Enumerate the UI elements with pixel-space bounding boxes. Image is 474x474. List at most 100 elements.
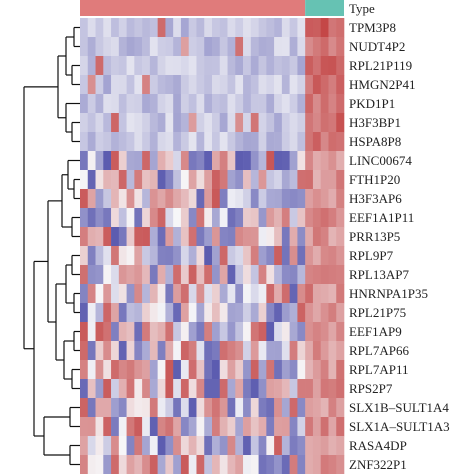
annotation-label: Type xyxy=(349,1,375,16)
heatmap-cell xyxy=(266,436,275,456)
heatmap-cell xyxy=(289,322,298,342)
heatmap-cell xyxy=(173,151,182,171)
heatmap-cell xyxy=(87,189,96,209)
heatmap-cell xyxy=(312,56,321,76)
heatmap-cell xyxy=(196,151,205,171)
heatmap-cell xyxy=(227,75,236,95)
heatmap-cell xyxy=(142,455,151,474)
heatmap-cell xyxy=(266,322,275,342)
heatmap-cell xyxy=(243,246,252,266)
heatmap-cell xyxy=(212,189,221,209)
heatmap-cell xyxy=(328,170,337,190)
heatmap-cells xyxy=(80,18,345,474)
heatmap-cell xyxy=(281,322,290,342)
heatmap-cell xyxy=(266,246,275,266)
heatmap-cell xyxy=(188,322,197,342)
heatmap-cell xyxy=(212,417,221,437)
heatmap-cell xyxy=(126,18,135,38)
heatmap-cell xyxy=(305,94,314,114)
heatmap-cell xyxy=(196,208,205,228)
heatmap-cell xyxy=(149,379,158,399)
heatmap-cell xyxy=(227,455,236,474)
row-label: RPS2P7 xyxy=(349,381,393,396)
heatmap-cell xyxy=(212,208,221,228)
heatmap-cell xyxy=(165,455,174,474)
heatmap-cell xyxy=(328,360,337,380)
heatmap-cell xyxy=(320,132,329,152)
heatmap-cell xyxy=(336,75,345,95)
heatmap-cell xyxy=(305,322,314,342)
heatmap-cell xyxy=(118,398,127,418)
heatmap-cell xyxy=(328,18,337,38)
heatmap-cell xyxy=(188,341,197,361)
heatmap-cell xyxy=(320,208,329,228)
heatmap-cell xyxy=(111,189,120,209)
heatmap-cell xyxy=(173,132,182,152)
row-label: EEF1AP9 xyxy=(349,324,402,339)
heatmap-cell xyxy=(173,18,182,38)
heatmap-cell xyxy=(289,151,298,171)
row-label: FTH1P20 xyxy=(349,172,400,187)
heatmap-cell xyxy=(126,341,135,361)
heatmap-cell xyxy=(142,379,151,399)
heatmap-cell xyxy=(297,436,306,456)
heatmap-cell xyxy=(250,151,259,171)
heatmap-cell xyxy=(312,398,321,418)
heatmap-cell xyxy=(212,436,221,456)
heatmap-cell xyxy=(227,284,236,304)
heatmap-cell xyxy=(126,75,135,95)
heatmap-cell xyxy=(266,170,275,190)
heatmap-cell xyxy=(204,132,213,152)
heatmap-cell xyxy=(297,151,306,171)
heatmap-cell xyxy=(274,113,283,133)
heatmap-cell xyxy=(118,75,127,95)
heatmap-cell xyxy=(196,132,205,152)
heatmap-cell xyxy=(274,360,283,380)
heatmap-cell xyxy=(134,341,143,361)
heatmap-cell xyxy=(289,284,298,304)
heatmap-cell xyxy=(95,455,104,474)
heatmap-cell xyxy=(258,246,267,266)
heatmap-cell xyxy=(328,398,337,418)
heatmap-cell xyxy=(227,379,236,399)
heatmap-cell xyxy=(134,284,143,304)
heatmap-cell xyxy=(336,246,345,266)
row-label: RPL21P119 xyxy=(349,58,412,73)
heatmap-cell xyxy=(196,189,205,209)
heatmap-cell xyxy=(328,227,337,247)
heatmap-cell xyxy=(188,246,197,266)
heatmap-cell xyxy=(103,265,112,285)
heatmap-cell xyxy=(180,56,189,76)
heatmap-cell xyxy=(157,227,166,247)
heatmap-cell xyxy=(281,94,290,114)
heatmap-cell xyxy=(142,37,151,57)
heatmap-cell xyxy=(173,436,182,456)
heatmap-cell xyxy=(188,436,197,456)
heatmap-cell xyxy=(243,417,252,437)
heatmap-cell xyxy=(312,303,321,323)
heatmap-cell xyxy=(281,246,290,266)
heatmap-cell xyxy=(219,56,228,76)
heatmap-cell xyxy=(212,37,221,57)
heatmap-cell xyxy=(219,398,228,418)
heatmap-cell xyxy=(336,417,345,437)
heatmap-cell xyxy=(188,417,197,437)
heatmap-cell xyxy=(157,37,166,57)
heatmap-cell xyxy=(227,246,236,266)
row-label: NUDT4P2 xyxy=(349,39,405,54)
heatmap-cell xyxy=(149,284,158,304)
heatmap-cell xyxy=(87,208,96,228)
heatmap-cell xyxy=(281,113,290,133)
heatmap-cell xyxy=(126,37,135,57)
heatmap-cell xyxy=(180,18,189,38)
heatmap-cell xyxy=(204,455,213,474)
heatmap-cell xyxy=(320,56,329,76)
heatmap-cell xyxy=(180,246,189,266)
heatmap-cell xyxy=(165,151,174,171)
row-label: PKD1P1 xyxy=(349,96,395,111)
heatmap-cell xyxy=(312,170,321,190)
heatmap-cell xyxy=(103,436,112,456)
row-label: RPL13AP7 xyxy=(349,267,409,282)
heatmap-cell xyxy=(157,303,166,323)
heatmap-cell xyxy=(258,94,267,114)
